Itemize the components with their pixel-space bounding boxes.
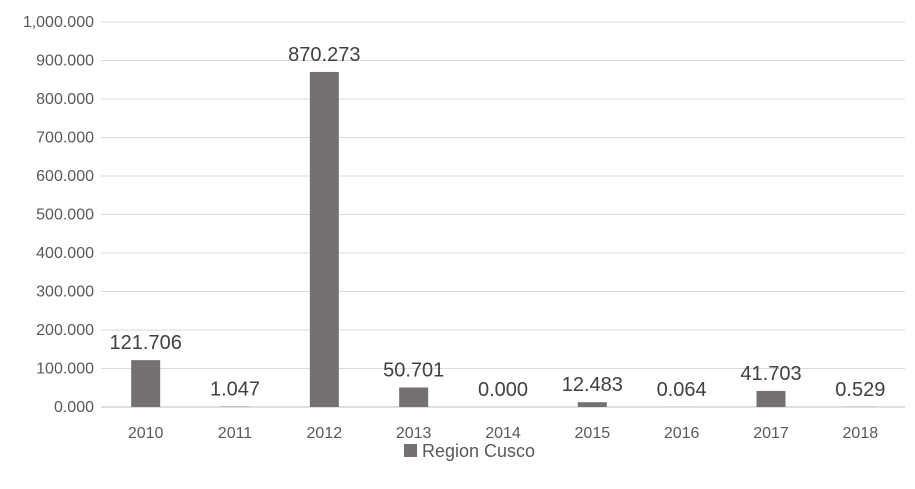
y-tick-label: 200.000 [36,322,94,339]
x-tick-label: 2010 [128,425,164,442]
x-tick-label: 2012 [307,425,343,442]
x-tick-label: 2016 [664,425,700,442]
x-tick-label: 2014 [485,425,521,442]
y-tick-label: 700.000 [36,130,94,147]
x-tick-label: 2011 [218,425,253,442]
y-tick-label: 100.000 [36,361,94,378]
y-axis-tick-labels: 0.000 100.000 200.000 300.000 400.000 500.000… [23,14,94,416]
data-label: 121.706 [110,332,182,354]
data-label: 0.000 [478,379,528,401]
bar [309,71,339,408]
y-tick-label: 600.000 [36,168,94,185]
data-label: 0.529 [835,379,885,401]
gridlines [101,21,905,408]
data-labels: 121.706 1.047 870.273 50.701 0.000 12.483 0.06… [110,44,886,401]
x-tick-label: 2017 [753,425,789,442]
x-axis-tick-labels: 2010 2011 2012 2013 2014 2015 2016 2017 2018 [128,425,878,442]
legend-swatch [404,444,417,457]
data-label: 41.703 [740,363,801,385]
y-tick-label: 900.000 [36,53,94,70]
y-tick-label: 1,000.000 [23,14,94,31]
bar [399,387,429,407]
data-label: 0.064 [657,379,707,401]
legend: Region Cusco [404,441,535,461]
data-label: 12.483 [562,374,623,396]
data-label: 870.273 [288,44,360,66]
y-tick-label: 800.000 [36,91,94,108]
y-tick-label: 400.000 [36,245,94,262]
y-tick-label: 0.000 [54,399,94,416]
y-tick-label: 500.000 [36,207,94,224]
data-label: 1.047 [210,379,260,401]
bar [577,402,607,407]
x-tick-label: 2018 [843,425,879,442]
data-label: 50.701 [383,359,444,381]
legend-label: Region Cusco [422,441,535,461]
y-tick-label: 300.000 [36,284,94,301]
bar [131,360,161,407]
bar [756,390,786,407]
x-tick-label: 2015 [575,425,611,442]
bars [131,71,875,408]
x-tick-label: 2013 [396,425,432,442]
